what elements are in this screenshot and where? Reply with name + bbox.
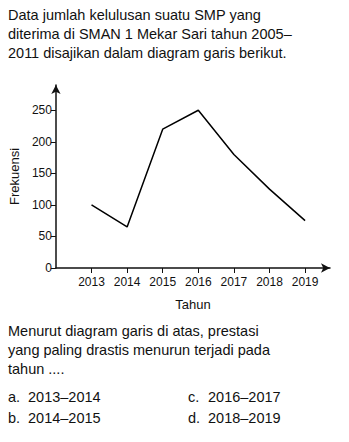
svg-text:2013: 2013 [78, 275, 105, 289]
svg-text:200: 200 [32, 135, 52, 149]
svg-text:50: 50 [39, 229, 53, 243]
svg-text:2018: 2018 [256, 275, 283, 289]
html-text:2011 disajikan dalam diagram g: 2011 disajikan dalam diagram garis berik… [8, 45, 287, 61]
html-text:b.: b. [8, 410, 21, 426]
svg-text:Frekuensi: Frekuensi [7, 148, 22, 205]
svg-text:2015: 2015 [149, 275, 176, 289]
html-text:2013–2014: 2013–2014 [28, 389, 101, 405]
svg-text:0: 0 [45, 261, 52, 275]
html-text:2018–2019: 2018–2019 [208, 410, 281, 426]
html-text:d.: d. [188, 410, 201, 426]
svg-text:2014: 2014 [114, 275, 141, 289]
svg-text:2016: 2016 [185, 275, 212, 289]
svg-text:150: 150 [32, 166, 52, 180]
svg-text:Tahun: Tahun [175, 297, 210, 312]
svg-text:250: 250 [32, 103, 52, 117]
html-text:tahun ....: tahun .... [8, 361, 65, 377]
svg-text:2017: 2017 [221, 275, 248, 289]
html-text:c.: c. [188, 389, 200, 405]
html-text:2014–2015: 2014–2015 [28, 410, 101, 426]
html-text:yang paling drastis menurun te: yang paling drastis menurun terjadi pada [8, 342, 270, 358]
html-text:a.: a. [8, 389, 21, 405]
svg-text:2019: 2019 [292, 275, 319, 289]
html-text:2016–2017: 2016–2017 [208, 389, 281, 405]
html-text:diterima di SMAN 1 Mekar Sari: diterima di SMAN 1 Mekar Sari tahun 2005… [8, 26, 292, 42]
html-text:Data jumlah kelulusan suatu SM: Data jumlah kelulusan suatu SMP yang [8, 7, 261, 23]
svg-text:100: 100 [32, 198, 52, 212]
html-text:Menurut diagram garis di atas,: Menurut diagram garis di atas, prestasi [8, 323, 259, 339]
